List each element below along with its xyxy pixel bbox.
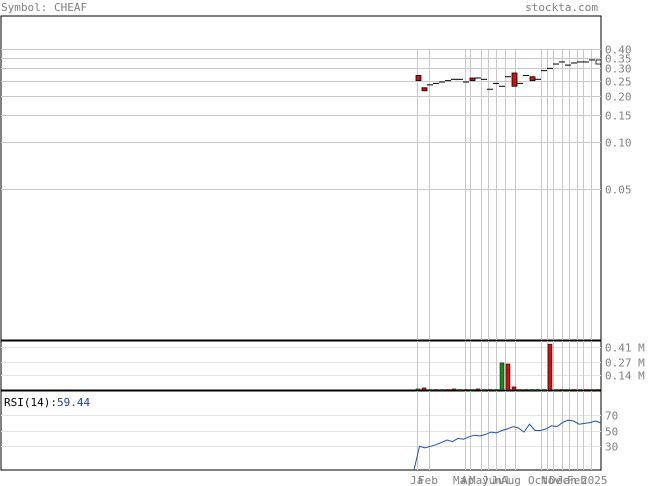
volume-bar xyxy=(577,389,583,391)
volume-tick-label: 0.27 M xyxy=(605,357,645,370)
x-tick-label: Oct xyxy=(528,474,548,486)
volume-bar xyxy=(541,389,547,391)
x-tick-label: Aug xyxy=(501,474,521,486)
volume-bar xyxy=(427,389,433,391)
x-tick-label: Nov xyxy=(541,474,561,486)
volume-bar xyxy=(421,387,427,391)
month-gridlines xyxy=(417,49,592,470)
volume-tick-label: 0.41 M xyxy=(605,342,645,355)
volume-bar xyxy=(481,389,487,391)
price-panel xyxy=(0,15,602,341)
volume-bar xyxy=(439,389,445,391)
x-tick-label: Feb xyxy=(567,474,587,486)
price-tick-label: 0.05 xyxy=(605,184,632,197)
price-tick-label: 0.30 xyxy=(605,63,632,76)
price-tick-label: 0.20 xyxy=(605,91,632,104)
price-candle xyxy=(529,76,536,82)
rsi-grid xyxy=(1,415,601,447)
price-candle xyxy=(511,72,518,87)
x-tick-label: May xyxy=(469,474,489,486)
volume-bar xyxy=(523,389,529,391)
volume-bar xyxy=(535,389,541,391)
volume-bar xyxy=(517,389,523,391)
x-tick-label: Jun xyxy=(482,474,502,486)
price-grid xyxy=(1,49,601,190)
volume-bar xyxy=(487,389,493,391)
volume-bar xyxy=(529,389,535,391)
volume-bar xyxy=(547,343,553,391)
volume-bar xyxy=(433,389,439,391)
rsi-panel xyxy=(0,390,602,471)
price-candle xyxy=(421,87,428,92)
volume-bar xyxy=(415,388,421,391)
x-tick-label: Ma xyxy=(453,474,466,486)
price-tick-label: 0.40 xyxy=(605,44,632,57)
price-candle xyxy=(469,77,476,82)
site-label: stockta.com xyxy=(525,1,598,14)
volume-bar xyxy=(475,388,481,391)
rsi-tick-label: 70 xyxy=(605,410,618,423)
volume-bar xyxy=(583,389,589,391)
volume-bars xyxy=(415,343,601,391)
x-tick-label: Jul xyxy=(491,474,511,486)
x-tick-label: Ap xyxy=(461,474,474,486)
volume-bar xyxy=(445,389,451,391)
volume-bar xyxy=(469,389,475,391)
volume-panel xyxy=(0,340,602,391)
volume-bar xyxy=(571,389,577,391)
rsi-series xyxy=(413,419,602,471)
volume-bar xyxy=(511,386,517,391)
rsi-tick-label: 30 xyxy=(605,441,618,454)
x-tick-label: 2025 xyxy=(581,474,608,486)
volume-bar xyxy=(457,389,463,391)
volume-bar xyxy=(595,389,601,391)
x-tick-label: Ja xyxy=(410,474,423,486)
rsi-label: RSI(14):59.44 xyxy=(4,396,90,409)
price-candles xyxy=(415,59,602,92)
x-tick-label: Jan xyxy=(557,474,577,486)
price-tick-label: 0.15 xyxy=(605,110,632,123)
rsi-axis-labels: 70 50 30 xyxy=(605,410,618,454)
price-tick-label: 0.25 xyxy=(605,76,632,89)
price-tick-label: 0.10 xyxy=(605,137,632,150)
price-axis-labels: 0.400.350.300.25 0.20 0.15 0.10 0.05 xyxy=(605,44,632,197)
x-tick-label: Dec xyxy=(549,474,569,486)
volume-bar xyxy=(463,389,469,391)
volume-bar xyxy=(589,389,595,391)
volume-axis-labels: 0.41 M 0.27 M0.14 M xyxy=(605,342,645,383)
volume-bar xyxy=(559,389,565,391)
price-candle xyxy=(415,75,422,82)
volume-bar xyxy=(499,362,505,391)
rsi-tick-label: 50 xyxy=(605,426,618,439)
price-tick-label: 0.35 xyxy=(605,53,632,66)
volume-tick-label: 0.14 M xyxy=(605,370,645,383)
price-candle xyxy=(595,59,602,65)
x-tick-label: Feb xyxy=(418,474,438,486)
volume-bar xyxy=(565,389,571,391)
volume-bar xyxy=(553,389,559,391)
rsi-line xyxy=(413,419,602,471)
volume-bar xyxy=(451,388,457,391)
volume-bar xyxy=(493,389,499,391)
symbol-label: Symbol: CHEAF xyxy=(1,1,87,14)
volume-bar xyxy=(505,363,511,391)
